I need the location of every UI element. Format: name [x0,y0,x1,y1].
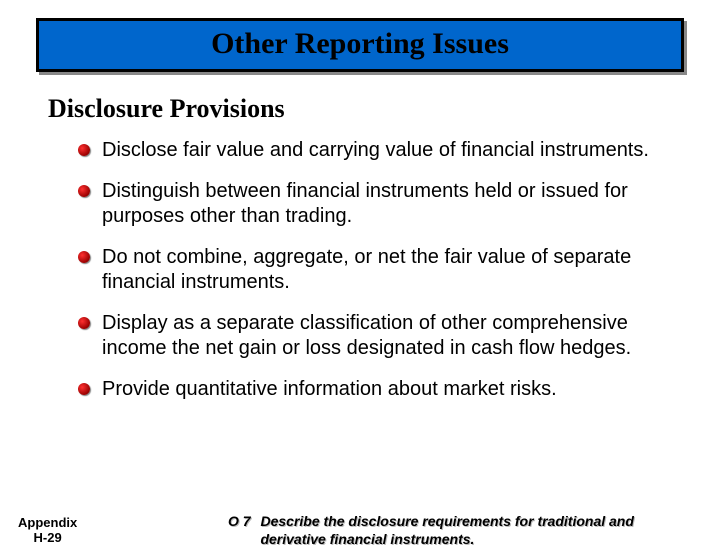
learning-objective: O 7 Describe the disclosure requirements… [228,513,698,548]
list-item: Disclose fair value and carrying value o… [78,138,664,163]
slide-title: Other Reporting Issues [211,27,509,60]
list-item: Display as a separate classification of … [78,311,664,361]
lo-number: O 7 [228,513,251,531]
list-item: Provide quantitative information about m… [78,377,664,402]
appendix-line1: Appendix [18,516,77,531]
list-item: Do not combine, aggregate, or net the fa… [78,245,664,295]
appendix-label: Appendix H-29 [18,516,77,546]
lo-description: Describe the disclosure requirements for… [260,513,670,548]
appendix-line2: H-29 [18,531,77,546]
slide-title-bar: Other Reporting Issues [36,18,684,72]
section-heading: Disclosure Provisions [48,94,720,124]
bullet-list: Disclose fair value and carrying value o… [78,138,664,402]
list-item: Distinguish between financial instrument… [78,179,664,229]
